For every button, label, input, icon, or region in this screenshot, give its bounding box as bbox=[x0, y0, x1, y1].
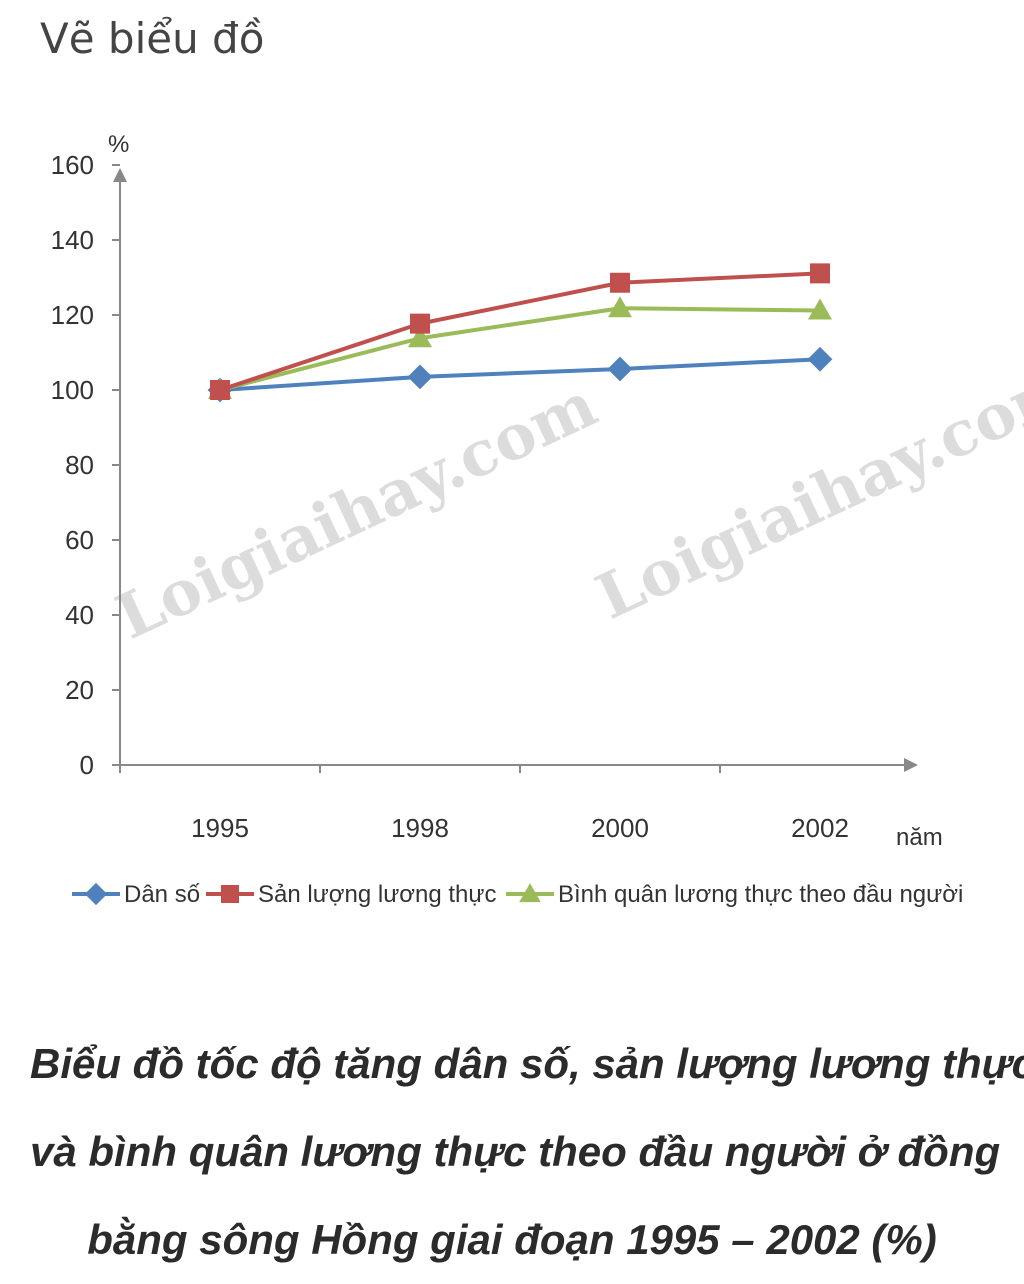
x-tick-label: 1998 bbox=[391, 813, 449, 843]
legend: Dân số Sản lượng lương thực Bình quân lươn… bbox=[72, 881, 963, 908]
legend-label: Sản lượng lương thực bbox=[258, 881, 496, 908]
page-heading: Vẽ biểu đồ bbox=[40, 14, 265, 63]
data-point bbox=[408, 326, 432, 348]
caption-line-1: Biểu đồ tốc độ tăng dân số, sản lượng lư… bbox=[30, 1040, 1024, 1087]
data-point bbox=[610, 272, 630, 293]
y-tick-label: 140 bbox=[51, 225, 94, 255]
x-tick-label: 2000 bbox=[591, 813, 649, 843]
legend-label: Bình quân lương thực theo đầu người bbox=[558, 881, 963, 908]
watermark-right: Loigiaihay.com bbox=[585, 348, 1024, 634]
series-layer bbox=[207, 263, 833, 403]
data-point bbox=[210, 380, 230, 400]
x-axis-arrow bbox=[904, 758, 918, 772]
y-tick-label: 100 bbox=[51, 375, 94, 405]
watermark-left: Loigiaihay.com bbox=[105, 368, 607, 654]
legend-label: Dân số bbox=[124, 881, 200, 908]
line-chart: Loigiaihay.com Loigiaihay.com 0 20 40 60 80 1… bbox=[51, 131, 1024, 908]
series-line bbox=[219, 271, 821, 392]
x-tick-label: 1995 bbox=[191, 813, 249, 843]
data-point bbox=[807, 346, 833, 372]
y-axis-unit: % bbox=[108, 131, 129, 158]
data-point bbox=[410, 313, 430, 334]
y-tick-label: 40 bbox=[65, 600, 94, 630]
y-axis-arrow bbox=[113, 168, 127, 182]
legend-marker bbox=[84, 882, 108, 906]
data-point bbox=[608, 296, 632, 318]
y-tick-label: 60 bbox=[65, 525, 94, 555]
data-point bbox=[607, 356, 633, 382]
data-point bbox=[407, 364, 433, 390]
legend-marker bbox=[519, 883, 541, 903]
y-tick-label: 160 bbox=[51, 150, 94, 180]
legend-marker bbox=[221, 885, 239, 903]
y-tick-label: 120 bbox=[51, 300, 94, 330]
x-tick-label: 2002 bbox=[791, 813, 849, 843]
data-point bbox=[810, 263, 830, 284]
y-tick-label: 80 bbox=[65, 450, 94, 480]
y-tick-label: 20 bbox=[65, 675, 94, 705]
series-line bbox=[219, 306, 821, 392]
axes: 0 20 40 60 80 100 120 140 160 1995 1998 2000 2002% nă… bbox=[51, 131, 943, 851]
y-tick-label: 0 bbox=[80, 750, 94, 780]
caption-line-3: bằng sông Hồng giai đoạn 1995 – 2002 (%) bbox=[87, 1216, 937, 1263]
series-line bbox=[219, 357, 821, 392]
x-axis-unit: năm bbox=[896, 824, 943, 851]
caption-line-2: và bình quân lương thực theo đầu người ở… bbox=[30, 1128, 1001, 1175]
chart-caption: Biểu đồ tốc độ tăng dân số, sản lượng lư… bbox=[30, 1020, 1024, 1284]
data-point bbox=[808, 298, 832, 320]
watermarks: Loigiaihay.com Loigiaihay.com bbox=[105, 348, 1024, 654]
